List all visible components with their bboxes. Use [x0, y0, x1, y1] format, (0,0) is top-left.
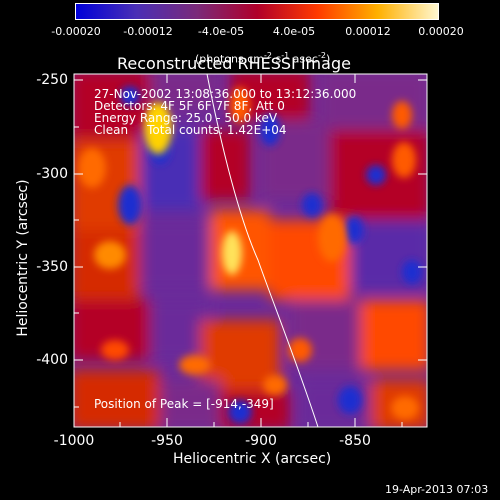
solar-limb-line: [206, 74, 319, 427]
peak-position-text: Position of Peak = [-914,-349]: [94, 397, 274, 411]
info-line-3: Energy Range: 25.0 - 50.0 keV: [94, 111, 278, 125]
x-tick-label-2: -950: [151, 433, 183, 449]
info-line-2: Detectors: 4F 5F 6F 7F 8F, Att 0: [94, 99, 285, 113]
y-tick-label-3: -350: [36, 259, 68, 275]
y-axis-label: Heliocentric Y (arcsec): [15, 179, 31, 337]
colorbar-unit-label: (photons cm-2 s-1 asec-2): [188, 39, 330, 65]
unit-mid: s: [271, 52, 282, 66]
colorbar-tick-2: -0.00012: [123, 25, 173, 38]
colorbar: [75, 3, 439, 20]
x-axis-ticks: [73, 74, 403, 427]
unit-exp-1: -2: [263, 51, 272, 60]
plot-title: Reconstructed RHESSI Image: [117, 54, 351, 73]
colorbar-tick-3: -4.0e-05: [197, 25, 245, 38]
unit-prefix: (photons cm: [195, 52, 264, 66]
rhessi-image: [74, 74, 427, 427]
unit-suffix: ): [325, 52, 331, 66]
x-axis-label: Heliocentric X (arcsec): [173, 451, 332, 467]
colorbar-tick-4: 4.0e-05: [272, 25, 316, 38]
colorbar-tick-1: -0.00020: [51, 25, 101, 38]
colorbar-tick-5: 0.00012: [345, 25, 391, 38]
axes-frame: [73, 73, 428, 428]
x-tick-label-1: -1000: [53, 433, 95, 449]
unit-exp-3: -2: [317, 51, 326, 60]
y-tick-label-2: -300: [36, 166, 68, 182]
footer-timestamp: 19-Apr-2013 07:03: [385, 483, 489, 496]
info-line-1: 27-Nov-2002 13:08:36.000 to 13:12:36.000: [94, 87, 357, 101]
y-tick-label-1: -250: [36, 72, 68, 88]
unit-mid-2: asec: [289, 52, 318, 66]
x-tick-label-4: -850: [339, 433, 371, 449]
x-tick-label-3: -900: [245, 433, 277, 449]
unit-exp-2: -1: [281, 51, 290, 60]
y-axis-ticks: [74, 79, 427, 408]
info-line-4: Clean Total counts: 1.42E+04: [94, 123, 287, 137]
y-tick-label-4: -400: [36, 352, 68, 368]
colorbar-tick-6: 0.00020: [418, 25, 464, 38]
